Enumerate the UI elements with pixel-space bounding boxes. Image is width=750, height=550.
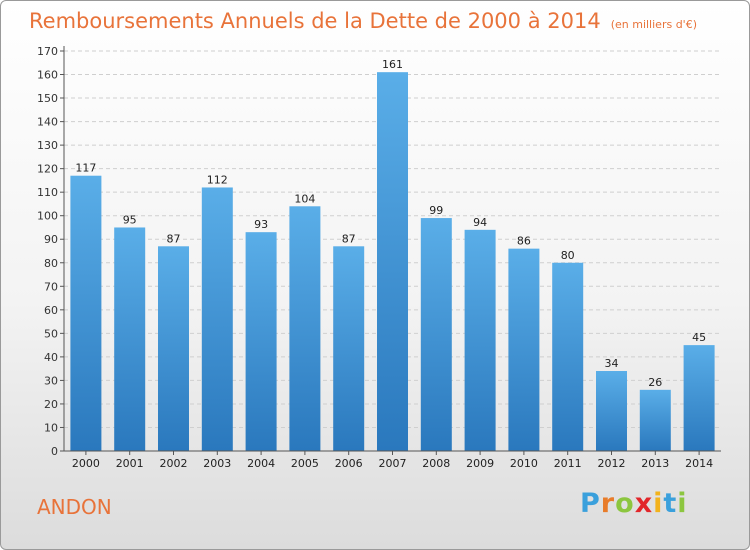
logo-letter: o (615, 488, 635, 519)
bar-2014 (683, 345, 715, 451)
value-label: 45 (692, 331, 706, 344)
y-tick-label: 130 (37, 139, 58, 152)
value-label: 26 (648, 376, 662, 389)
x-tick-label: 2010 (510, 457, 538, 470)
value-label: 161 (382, 58, 403, 71)
y-tick-label: 150 (37, 92, 58, 105)
y-tick-label: 90 (44, 233, 58, 246)
bar-2013 (639, 389, 671, 451)
value-label: 86 (517, 235, 531, 248)
bar-2005 (289, 206, 321, 451)
y-tick-label: 110 (37, 186, 58, 199)
x-tick-label: 2008 (422, 457, 450, 470)
y-tick-label: 100 (37, 210, 58, 223)
unit-label: (en milliers d'€) (610, 18, 697, 31)
x-tick-label: 2009 (466, 457, 494, 470)
y-tick-label: 160 (37, 69, 58, 82)
x-tick-label: 2005 (291, 457, 319, 470)
logo-letter: t (663, 488, 678, 519)
x-tick-label: 2003 (203, 457, 231, 470)
x-tick-label: 2011 (554, 457, 582, 470)
logo-letter: x (634, 488, 654, 519)
x-tick-label: 2002 (160, 457, 188, 470)
x-tick-label: 2013 (641, 457, 669, 470)
bar-2006 (333, 246, 365, 451)
bar-2010 (508, 248, 540, 451)
y-tick-label: 70 (44, 280, 58, 293)
y-tick-label: 120 (37, 163, 58, 176)
value-label: 87 (167, 232, 181, 245)
bar-2008 (420, 218, 452, 451)
x-tick-label: 2001 (116, 457, 144, 470)
bar-2007 (377, 72, 408, 452)
value-label: 80 (561, 249, 575, 262)
value-label: 104 (294, 192, 315, 205)
y-tick-label: 170 (37, 45, 58, 58)
bar-2000 (70, 175, 102, 452)
y-tick-label: 80 (44, 257, 58, 270)
value-label: 94 (473, 216, 487, 229)
y-tick-label: 40 (44, 351, 58, 364)
bar-2011 (552, 262, 584, 451)
value-label: 99 (429, 204, 443, 217)
y-tick-label: 0 (51, 445, 58, 458)
logo-letter: i (677, 488, 688, 519)
y-tick-label: 50 (44, 327, 58, 340)
x-tick-label: 2012 (598, 457, 626, 470)
value-label: 95 (123, 213, 137, 226)
value-label: 93 (254, 218, 268, 231)
y-tick-label: 30 (44, 374, 58, 387)
logo-letter: i (653, 488, 664, 519)
value-label: 112 (207, 173, 228, 186)
logo-letter: r (600, 488, 616, 519)
x-tick-label: 2006 (335, 457, 363, 470)
chart-title: Remboursements Annuels de la Dette de 20… (29, 9, 697, 33)
bar-2002 (158, 246, 189, 451)
value-label: 87 (342, 232, 356, 245)
bar-2003 (201, 187, 233, 451)
x-tick-label: 2004 (247, 457, 275, 470)
bar-2004 (245, 232, 277, 451)
y-tick-label: 60 (44, 304, 58, 317)
y-tick-label: 20 (44, 398, 58, 411)
x-tick-label: 2014 (685, 457, 713, 470)
y-tick-label: 140 (37, 116, 58, 129)
bar-2001 (114, 227, 146, 451)
proxiti-logo: Proxiti (580, 488, 688, 519)
bar-2012 (596, 371, 627, 451)
x-tick-label: 2000 (72, 457, 100, 470)
value-label: 34 (605, 357, 619, 370)
commune-name: ANDON (37, 495, 112, 519)
logo-letter: P (580, 488, 601, 519)
y-tick-label: 10 (44, 421, 58, 434)
x-tick-label: 2007 (379, 457, 407, 470)
value-label: 117 (75, 162, 96, 175)
bar-2009 (464, 229, 496, 451)
